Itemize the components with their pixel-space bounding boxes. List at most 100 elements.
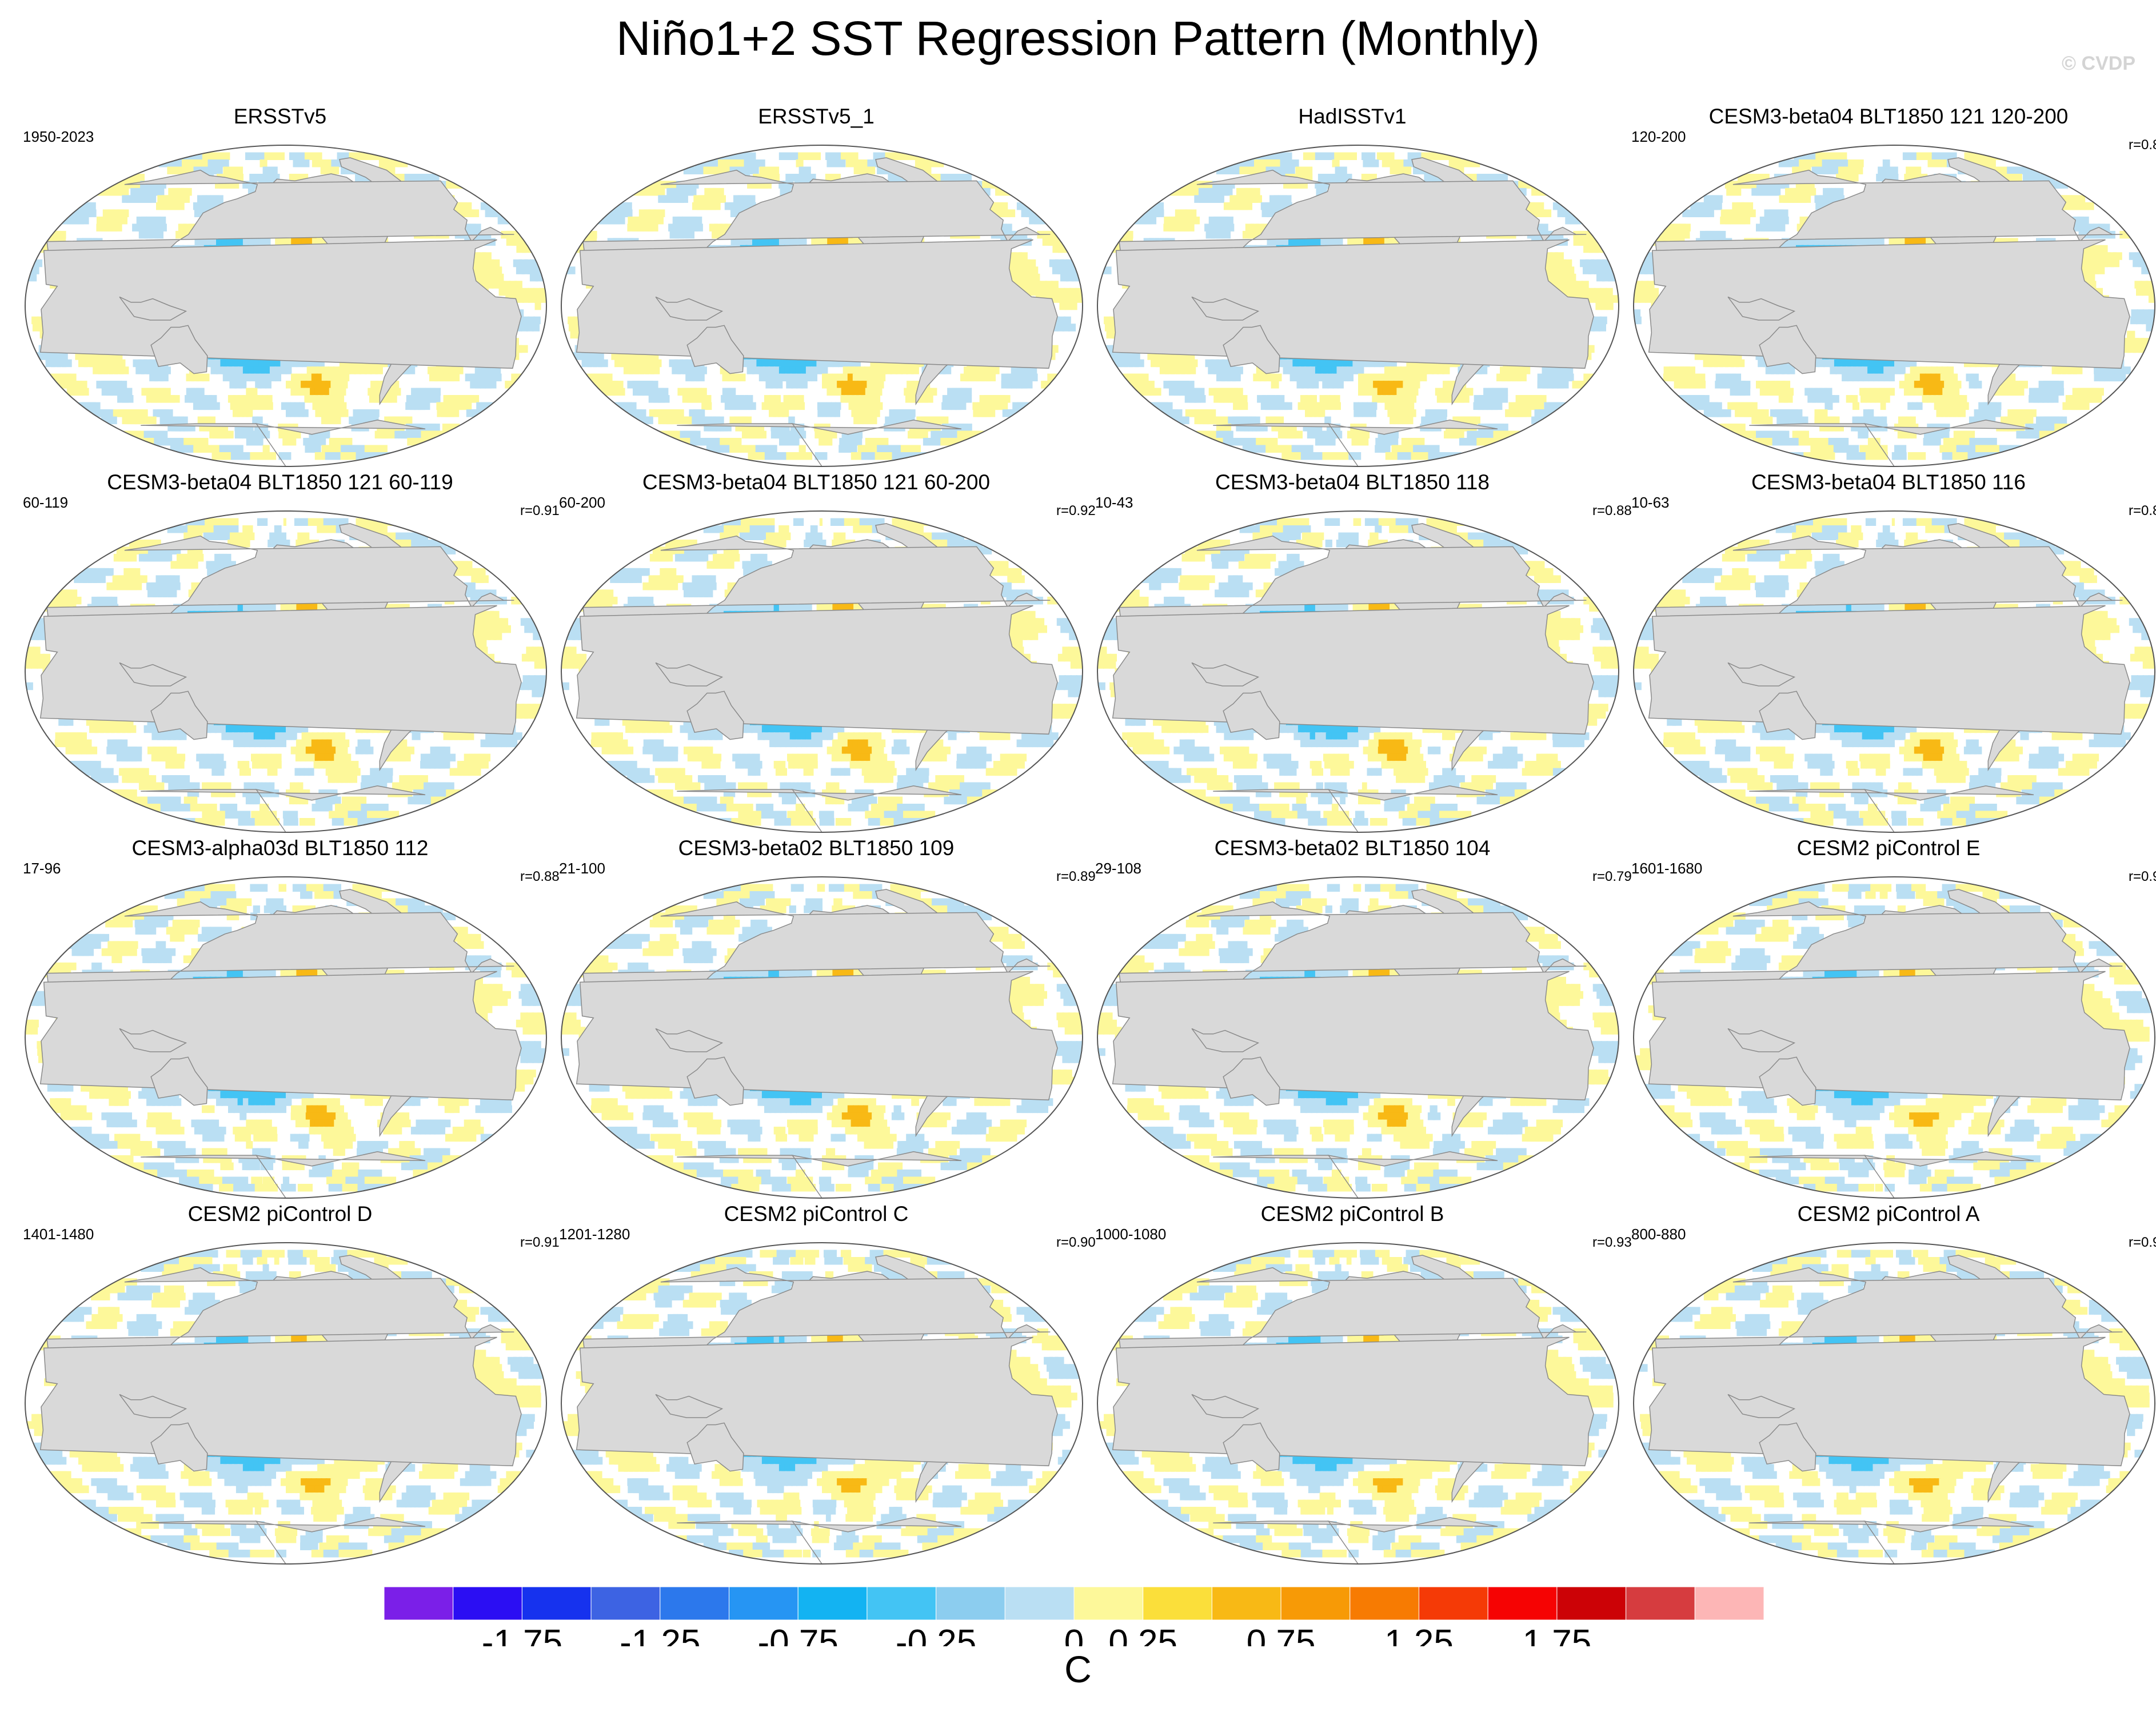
panel-pattern-correlation: r=0.8: [2129, 137, 2156, 153]
landmass-indonesia: [655, 1394, 724, 1418]
colorbar-tick-label: 1.25: [1384, 1623, 1454, 1646]
panel-years-label: 1201-1280: [559, 1226, 630, 1243]
map-outline: [561, 145, 1083, 467]
landmass-antarctica: [677, 420, 962, 466]
panel-pattern-correlation: r=0.91: [520, 503, 560, 519]
colorbar-box: [936, 1586, 1005, 1621]
landmass-indonesia: [1727, 1394, 1796, 1418]
colorbar-tick-label: 1.75: [1523, 1623, 1592, 1646]
sst-field: [1097, 145, 1619, 466]
landmass-australia: [686, 1422, 744, 1472]
panel-years-label: 60-200: [559, 494, 605, 512]
panel-title: CESM2 piControl B: [1084, 1200, 1621, 1228]
sst-regression-map: [25, 1242, 547, 1565]
panel-years-label: 60-119: [23, 494, 68, 512]
colorbar-box: [729, 1586, 798, 1621]
copyright-watermark: © CVDP: [2062, 53, 2135, 75]
landmass-africa: [39, 239, 522, 369]
map-outline: [1633, 510, 2155, 833]
landmass-australia: [1759, 1056, 1816, 1106]
landmass-australia: [1223, 1422, 1280, 1472]
panel-years-label: 1000-1080: [1095, 1226, 1166, 1243]
landmass-antarctica: [1749, 1151, 2034, 1198]
panel-pattern-correlation: r=0.91: [520, 1235, 560, 1251]
landmass-africa: [576, 1336, 1058, 1467]
colorbar-box: [660, 1586, 730, 1621]
colorbar-tick-label: -0.75: [758, 1623, 839, 1646]
panel-pattern-correlation: r=0.9: [2129, 869, 2156, 885]
landmass-africa: [39, 1336, 522, 1467]
landmass-antarctica: [1749, 1517, 2034, 1564]
panel-title: HadISSTv1: [1084, 103, 1621, 130]
colorbar-box: [1143, 1586, 1212, 1621]
panel-title: CESM2 piControl D: [11, 1200, 549, 1228]
landmass-africa: [1648, 605, 2130, 735]
panel-title: CESM3-beta02 BLT1850 104: [1084, 835, 1621, 862]
colorbar-units-label: C: [0, 1646, 2156, 1692]
colorbar-tick-label: -1.25: [620, 1623, 700, 1646]
sst-field: [25, 511, 546, 832]
map-panel: CESM2 piControl D 1401-1480 r=0.91: [11, 1200, 560, 1566]
landmass-indonesia: [655, 662, 724, 687]
landmass-africa: [576, 605, 1058, 735]
landmass-africa: [1112, 605, 1594, 735]
sst-regression-map: [561, 510, 1083, 833]
colorbar-tick-label: 0.25: [1108, 1623, 1177, 1646]
sst-field: [1097, 511, 1619, 832]
sst-regression-map: [561, 145, 1083, 467]
landmass-indonesia: [1191, 662, 1260, 687]
colorbar-box: [797, 1586, 868, 1621]
landmass-indonesia: [119, 296, 187, 321]
map-panel: CESM3-beta04 BLT1850 121 60-200 60-200 r=0…: [548, 469, 1096, 835]
map-outline: [1097, 876, 1619, 1199]
landmass-africa: [1648, 1336, 2130, 1467]
landmass-antarctica: [141, 785, 426, 832]
landmass-antarctica: [1749, 420, 2034, 466]
map-panel: CESM3-beta04 BLT1850 121 120-200 120-200 r…: [1620, 103, 2156, 469]
landmass-indonesia: [1191, 1394, 1260, 1418]
landmass-antarctica: [141, 1517, 426, 1564]
map-panel: HadISSTv1: [1084, 103, 1621, 469]
landmass-indonesia: [1191, 296, 1260, 321]
landmass-antarctica: [677, 785, 962, 832]
colorbar-box: [384, 1586, 454, 1621]
colorbar: -1.75 -1.25 -0.75 -0.25 0 0.25 0.75 1.25 1.75: [384, 1586, 1764, 1646]
panel-pattern-correlation: r=0.90: [1056, 1235, 1096, 1251]
sst-regression-map: [1097, 876, 1619, 1199]
landmass-africa: [576, 239, 1058, 369]
landmass-australia: [1223, 325, 1280, 374]
colorbar-box: [1626, 1586, 1695, 1621]
map-panel: ERSSTv5_1: [548, 103, 1085, 469]
map-panel: CESM3-alpha03d BLT1850 112 17-96 r=0.88: [11, 835, 560, 1200]
sst-regression-map: [1633, 510, 2155, 833]
landmass-africa: [1112, 971, 1594, 1101]
colorbar-tick-label: 0.75: [1247, 1623, 1316, 1646]
colorbar-box: [1694, 1586, 1764, 1621]
map-outline: [561, 1242, 1083, 1565]
sst-field: [25, 145, 546, 466]
panel-years-label: 120-200: [1631, 128, 1686, 146]
colorbar-box: [453, 1586, 522, 1621]
colorbar-box: [1073, 1586, 1144, 1621]
landmass-antarctica: [1213, 420, 1498, 466]
panel-title: ERSSTv5_1: [548, 103, 1085, 130]
map-outline: [25, 876, 547, 1199]
panel-title: CESM3-beta04 BLT1850 121 120-200: [1620, 103, 2156, 130]
sst-field: [1097, 877, 1619, 1198]
map-outline: [25, 145, 547, 467]
colorbar-box: [867, 1586, 937, 1621]
map-panel: CESM2 piControl C 1201-1280 r=0.90: [548, 1200, 1096, 1566]
sst-field: [561, 145, 1083, 466]
panel-years-label: 10-63: [1631, 494, 1670, 512]
panel-pattern-correlation: r=0.93: [1592, 1235, 1632, 1251]
panel-title: CESM2 piControl C: [548, 1200, 1085, 1228]
sst-field: [25, 1243, 546, 1564]
panel-years-label: 1950-2023: [23, 128, 94, 146]
colorbar-box: [1004, 1586, 1075, 1621]
landmass-australia: [686, 325, 744, 374]
sst-field: [561, 511, 1083, 832]
panel-years-label: 17-96: [23, 860, 61, 877]
sst-regression-map: [561, 876, 1083, 1199]
